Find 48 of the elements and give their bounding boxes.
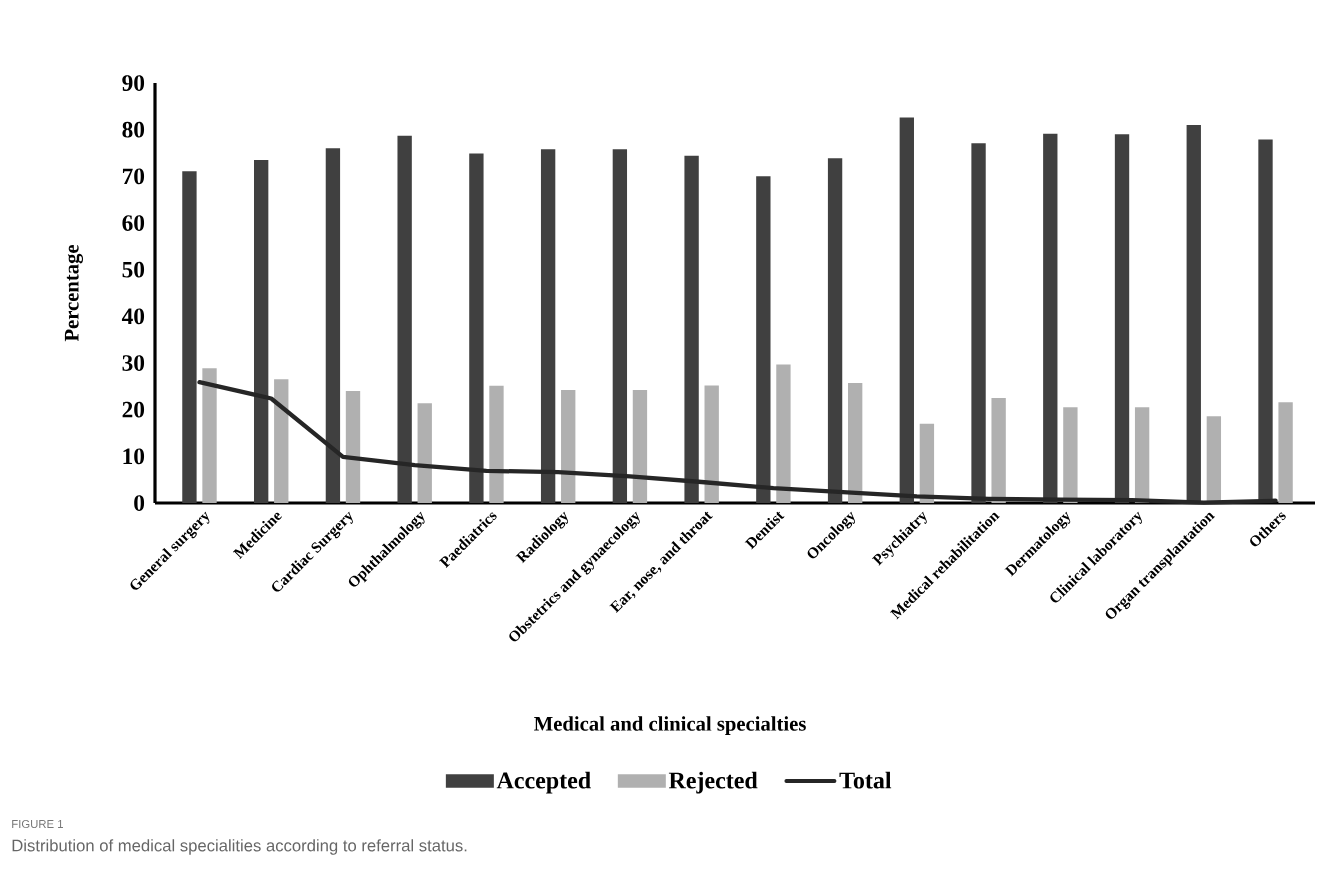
y-tick-label: 80: [122, 121, 145, 138]
caption: FIGURE 1: [12, 820, 63, 829]
x-axis-title: Medical and clinical specialties: [534, 716, 806, 735]
y-axis-title: Percentage: [64, 244, 84, 342]
bar: [612, 149, 628, 503]
y-tick-label: 70: [122, 168, 145, 185]
y-tick-label: 0: [134, 495, 145, 511]
bar: [1206, 416, 1222, 503]
y-tick-label: 50: [122, 261, 145, 278]
bar: [1114, 134, 1130, 503]
bar: [899, 117, 914, 503]
bar: [1043, 133, 1058, 503]
bar: [776, 364, 791, 503]
bar: [397, 135, 412, 503]
bar: [919, 423, 935, 503]
y-tick-label: 10: [123, 448, 145, 465]
text: Distribution of medical specialities according to referral status.: [12, 839, 467, 855]
bar: [1134, 407, 1150, 503]
bar: [254, 160, 269, 503]
bar: [417, 403, 432, 503]
legend-label: Rejected: [668, 771, 758, 794]
bar: [469, 153, 484, 503]
bar: [991, 398, 1006, 503]
bar: [325, 148, 341, 503]
y-tick-label: 30: [122, 355, 145, 371]
bar: [1063, 407, 1078, 503]
bar: [540, 149, 556, 503]
y-tick-label: 60: [122, 215, 145, 231]
bar: [561, 390, 576, 503]
bar: [345, 391, 361, 503]
bar: [971, 143, 986, 503]
y-tick-label: 90: [122, 75, 145, 91]
bar: [684, 155, 699, 503]
bar: [827, 158, 843, 503]
bar: [1186, 125, 1201, 503]
bar: [274, 379, 289, 503]
y-tick-label: 20: [122, 401, 145, 418]
y-tick-label: 40: [121, 308, 145, 325]
bar: [202, 368, 217, 503]
bar: [704, 385, 719, 503]
legend-label: Total: [839, 771, 892, 789]
bar: [489, 385, 504, 503]
bar: [632, 390, 648, 503]
bar: [182, 171, 197, 503]
legend-label: Accepted: [496, 771, 591, 794]
bar: [756, 176, 771, 503]
bar: [1278, 402, 1293, 503]
bar: [847, 383, 863, 503]
